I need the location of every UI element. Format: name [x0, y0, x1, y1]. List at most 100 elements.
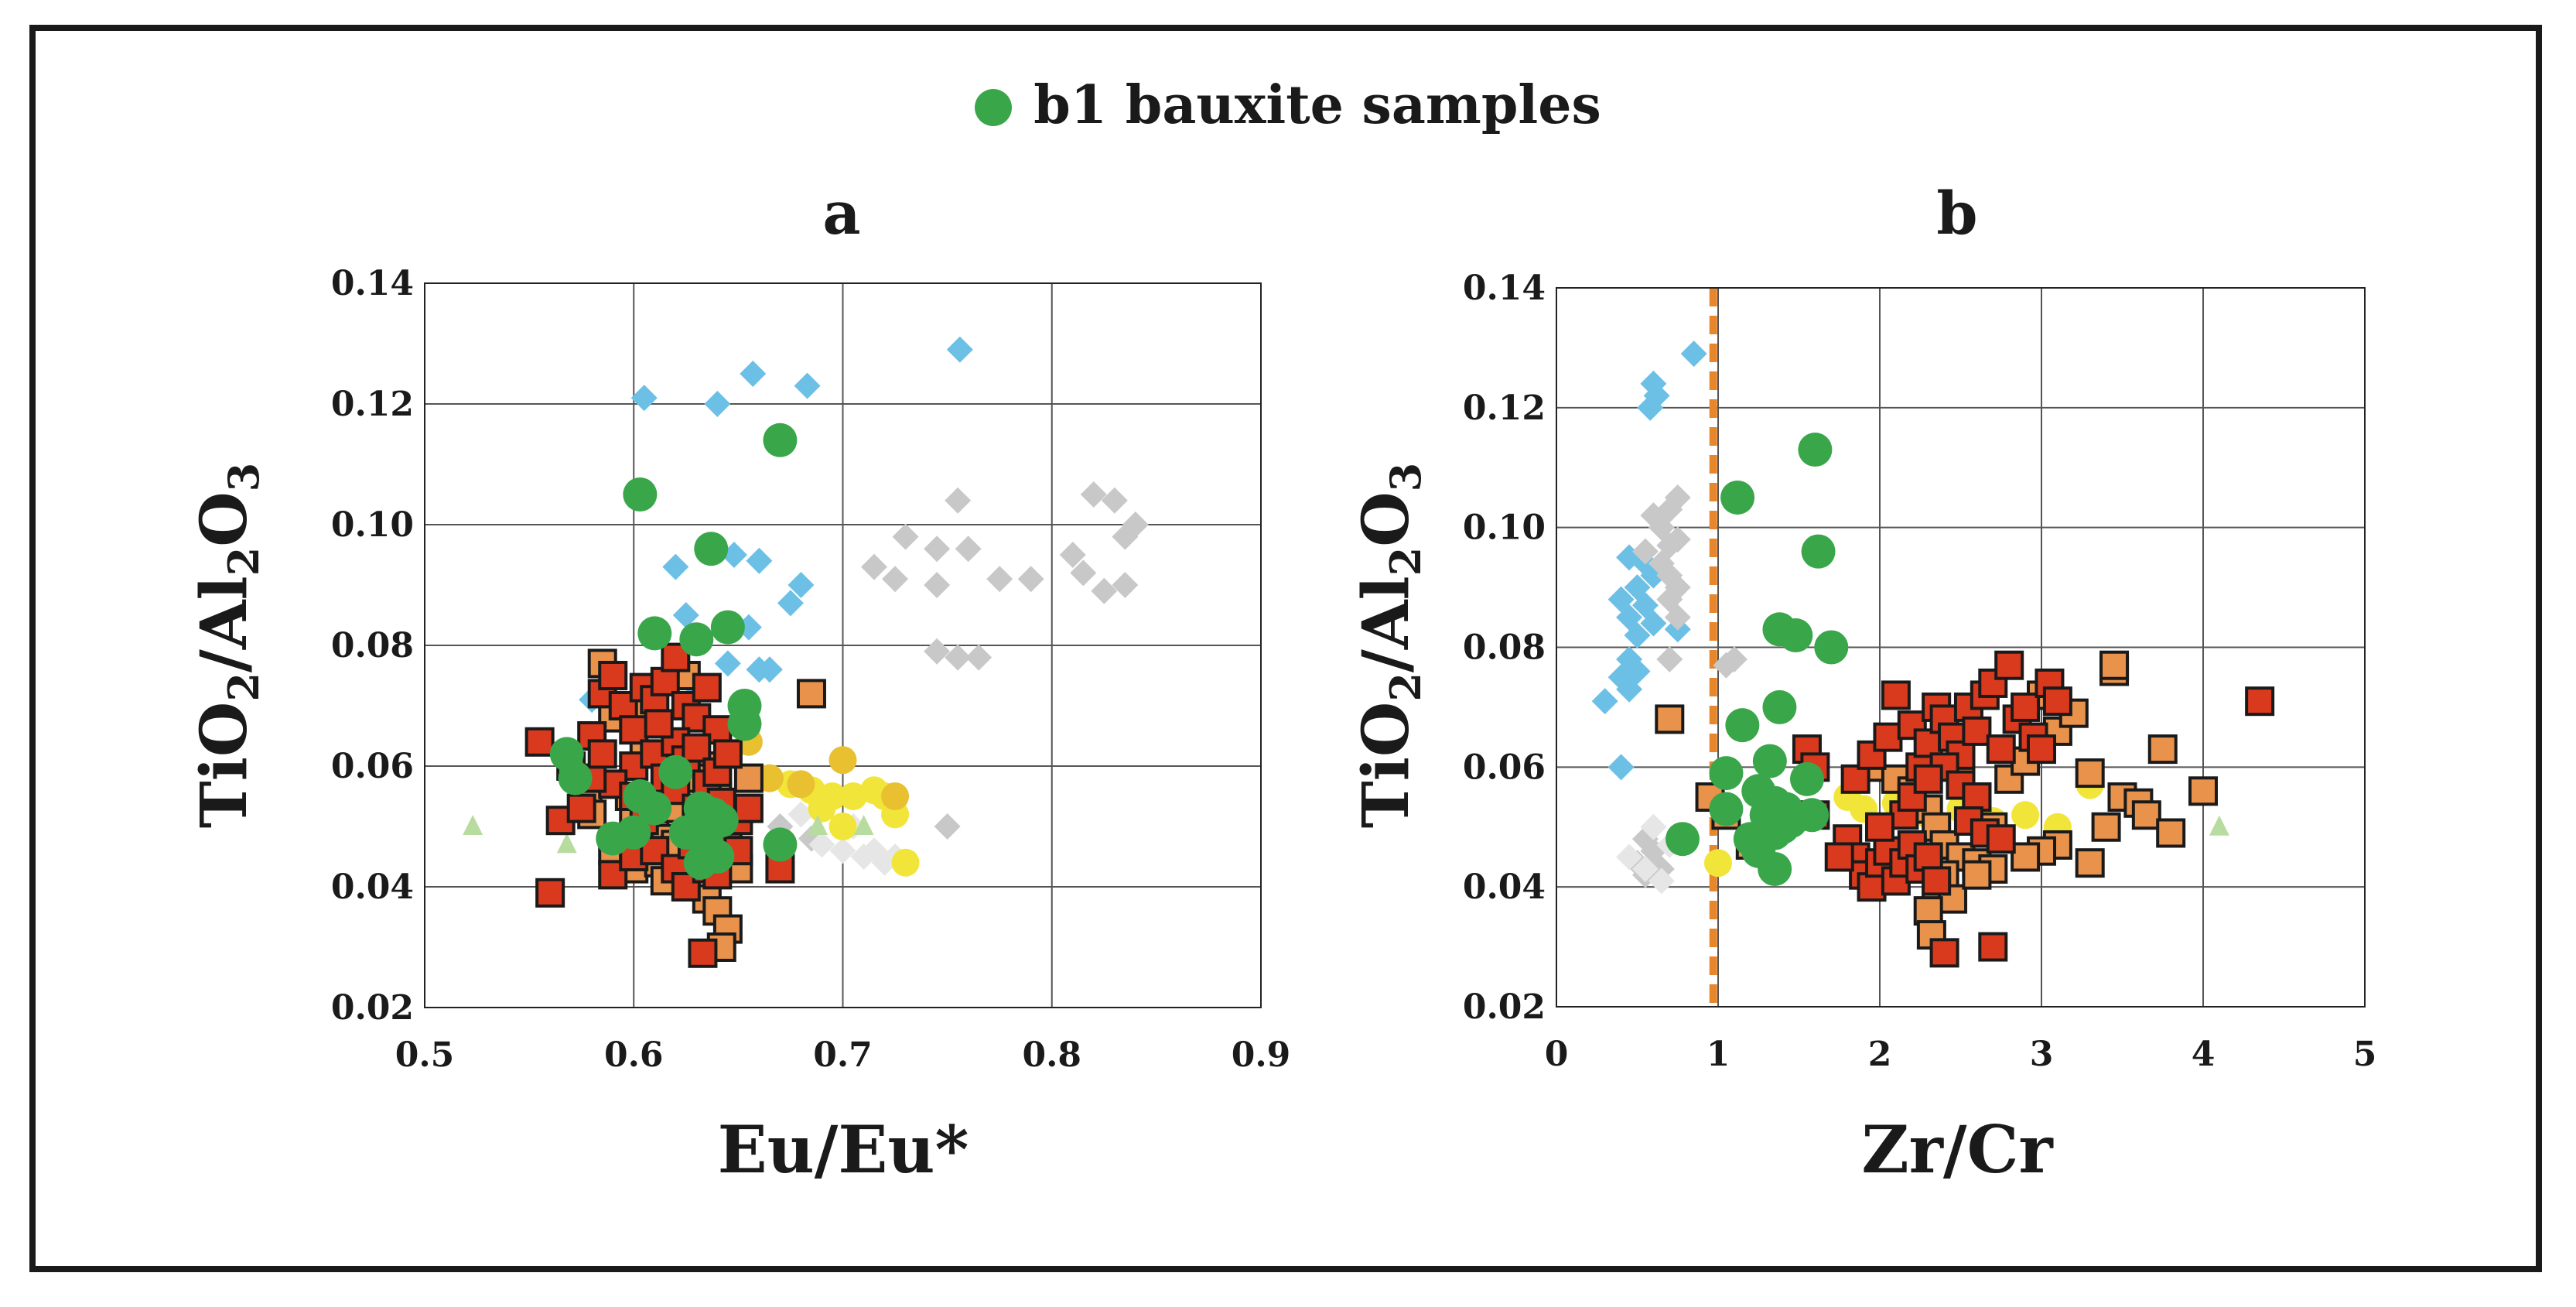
point-circle-green [727, 707, 762, 741]
point-triangle-lightgreen [556, 833, 577, 854]
point-square-red [1986, 824, 2016, 854]
point-circle-green [637, 791, 672, 826]
point-circle-green [1789, 761, 1824, 796]
panel-b-xticks: 0 1 2 3 4 5 [1545, 1035, 2377, 1074]
point-square-red [598, 860, 628, 890]
point-square-red [692, 672, 722, 703]
ytick-label: 0.14 [1463, 269, 1546, 308]
point-diamond-gray [1091, 577, 1118, 604]
point-square-red [1913, 728, 1943, 758]
point-square-red [566, 793, 596, 823]
point-diamond-lightgray [1631, 855, 1659, 882]
point-circle-green [596, 821, 630, 856]
point-circle-green [694, 532, 729, 566]
panel-b-title: b [1936, 179, 1977, 248]
ytick-label: 0.10 [331, 505, 414, 545]
point-square-orange [2147, 734, 2178, 765]
panel-b-yticks: 0.02 0.04 0.06 0.08 0.10 0.12 0.14 [1463, 269, 1546, 1027]
xtick-label: 2 [1868, 1035, 1892, 1074]
point-circle-green [1709, 792, 1744, 826]
point-diamond-blue [787, 572, 815, 598]
point-diamond-gray [1656, 645, 1683, 672]
xtick-label: 4 [2192, 1035, 2216, 1074]
point-diamond-gray [1101, 487, 1128, 514]
point-square-red [688, 938, 718, 968]
point-circle-green [683, 845, 718, 880]
point-diamond-blue [1637, 394, 1664, 421]
point-diamond-gray [924, 638, 951, 665]
xtick-label: 0.8 [1022, 1035, 1081, 1075]
point-diamond-blue [1591, 688, 1618, 715]
point-square-orange [2131, 800, 2161, 830]
point-diamond-gray [1713, 652, 1740, 679]
point-diamond-lightgray [808, 831, 835, 858]
point-circle-green [1725, 708, 1760, 743]
point-square-red [1929, 938, 1959, 968]
point-square-red [1840, 764, 1871, 794]
point-square-red [2027, 734, 2056, 765]
point-diamond-gray [924, 572, 951, 598]
point-diamond-blue [1607, 754, 1635, 781]
point-circle-yellow [1704, 849, 1732, 878]
point-circle-green [623, 477, 658, 512]
point-diamond-gray [986, 566, 1013, 593]
panel-a-ylabel: TiO2/Al2O3 [187, 463, 268, 829]
ytick-label: 0.06 [1463, 748, 1546, 787]
point-circle-green [763, 827, 798, 862]
point-circle-yellow [839, 782, 868, 810]
point-square-orange [2075, 848, 2105, 878]
point-diamond-gray [965, 644, 992, 671]
point-circle-gold [787, 770, 815, 799]
point-circle-green [1720, 480, 1755, 515]
point-triangle-lightgreen [853, 815, 874, 835]
point-diamond-blue [1680, 340, 1707, 368]
point-diamond-gray [945, 487, 972, 514]
point-diamond-blue [714, 650, 741, 677]
panel-a-xticks: 0.5 0.6 0.7 0.8 0.9 [395, 1035, 1291, 1075]
point-square-red [1865, 812, 1894, 842]
point-square-red [1913, 764, 1943, 794]
point-diamond-gray [1080, 481, 1107, 508]
point-circle-green [1709, 756, 1744, 791]
panel-b-plot-border [1556, 287, 2366, 1008]
ytick-label: 0.12 [331, 385, 414, 424]
point-diamond-lightgray [1640, 813, 1667, 840]
panel-b-points [1591, 340, 2275, 968]
point-diamond-gray [892, 523, 919, 550]
point-square-orange [1655, 704, 1685, 734]
point-circle-green [679, 622, 714, 657]
panel-a-xlabel: Eu/Eu* [718, 1111, 969, 1188]
legend: b1 bauxite samples [0, 74, 2576, 136]
point-square-orange [2188, 776, 2218, 806]
point-diamond-blue [1616, 676, 1643, 703]
panel-a-plot-border [424, 282, 1262, 1008]
point-circle-green [1814, 630, 1849, 665]
point-diamond-lightgray [829, 837, 856, 864]
point-square-red [644, 709, 674, 739]
ytick-label: 0.08 [331, 626, 414, 665]
ytick-label: 0.10 [1463, 508, 1546, 548]
ytick-label: 0.02 [331, 988, 414, 1028]
point-diamond-blue [746, 547, 773, 574]
point-circle-green [1666, 822, 1700, 857]
point-triangle-lightgreen [2209, 815, 2229, 836]
point-square-orange [2091, 812, 2121, 842]
point-square-red [587, 739, 617, 769]
point-diamond-blue [704, 391, 731, 417]
point-square-red [1913, 842, 1943, 872]
xtick-label: 0 [1545, 1035, 1569, 1074]
point-diamond-lightgray [787, 801, 815, 828]
point-diamond-blue [662, 553, 689, 580]
point-square-red [1824, 842, 1854, 872]
point-diamond-lightgray [1616, 843, 1643, 871]
point-diamond-gray [882, 566, 909, 593]
point-square-red [671, 872, 701, 902]
point-diamond-blue [756, 656, 783, 683]
ytick-label: 0.02 [1463, 987, 1546, 1027]
point-square-orange [733, 763, 764, 793]
xtick-label: 0.6 [604, 1035, 664, 1075]
xtick-label: 5 [2353, 1035, 2377, 1074]
point-diamond-blue [1624, 622, 1651, 649]
ytick-label: 0.14 [331, 264, 414, 303]
point-square-red [682, 733, 712, 763]
